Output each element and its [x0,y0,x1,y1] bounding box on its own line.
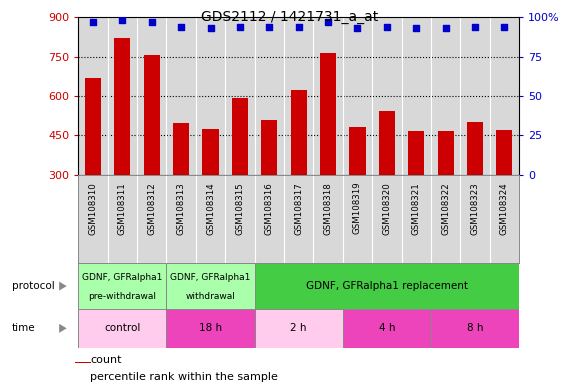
Text: GSM108312: GSM108312 [147,182,156,235]
Point [441,25,450,31]
Text: pre-withdrawal: pre-withdrawal [88,292,157,301]
Text: GDNF, GFRalpha1 replacement: GDNF, GFRalpha1 replacement [306,281,468,291]
Text: GSM108320: GSM108320 [382,182,392,235]
Text: GSM108323: GSM108323 [470,182,480,235]
Point [206,25,215,31]
Text: GSM108318: GSM108318 [324,182,332,235]
Text: GSM108317: GSM108317 [294,182,303,235]
Bar [431,309,519,348]
Text: GSM108324: GSM108324 [500,182,509,235]
Text: 18 h: 18 h [199,323,222,333]
Bar [144,55,160,175]
Point [470,24,480,30]
Text: GSM108313: GSM108313 [177,182,186,235]
Point [147,19,157,25]
Bar [320,53,336,175]
Bar [166,263,255,309]
Text: protocol: protocol [12,281,55,291]
Bar [467,122,483,175]
Text: percentile rank within the sample: percentile rank within the sample [90,372,278,382]
Bar [261,120,277,175]
Text: GSM108316: GSM108316 [265,182,274,235]
Bar [85,78,101,175]
Bar [78,263,166,309]
Bar [255,309,343,348]
Text: 8 h: 8 h [467,323,483,333]
Point [412,25,421,31]
Text: count: count [90,354,121,364]
Text: control: control [104,323,140,333]
Point [88,19,97,25]
Bar [202,129,219,175]
Point [500,24,509,30]
Bar [78,309,166,348]
Bar [232,98,248,175]
Point [176,24,186,30]
Text: GSM108321: GSM108321 [412,182,420,235]
Bar [75,362,91,363]
Text: GSM108314: GSM108314 [206,182,215,235]
Bar [379,111,395,175]
Text: 4 h: 4 h [379,323,395,333]
Bar [291,90,307,175]
Point [324,19,333,25]
Bar [173,123,189,175]
Text: time: time [12,323,35,333]
Text: GSM108311: GSM108311 [118,182,127,235]
Point [353,25,362,31]
Point [118,17,127,23]
Text: 2 h: 2 h [291,323,307,333]
Point [294,24,303,30]
Text: withdrawal: withdrawal [186,292,235,301]
Text: GDNF, GFRalpha1: GDNF, GFRalpha1 [82,273,162,282]
Text: GSM108315: GSM108315 [235,182,244,235]
Bar [496,130,513,175]
Bar [408,131,425,175]
Bar [349,127,365,175]
Bar [437,131,454,175]
Text: GSM108310: GSM108310 [89,182,97,235]
Bar [255,263,519,309]
Text: GSM108319: GSM108319 [353,182,362,234]
Text: GSM108322: GSM108322 [441,182,450,235]
Text: GDS2112 / 1421731_a_at: GDS2112 / 1421731_a_at [201,10,379,23]
Point [235,24,245,30]
Bar [114,38,130,175]
Point [382,24,392,30]
Bar [343,309,431,348]
Point [264,24,274,30]
Bar [166,309,255,348]
Text: GDNF, GFRalpha1: GDNF, GFRalpha1 [171,273,251,282]
